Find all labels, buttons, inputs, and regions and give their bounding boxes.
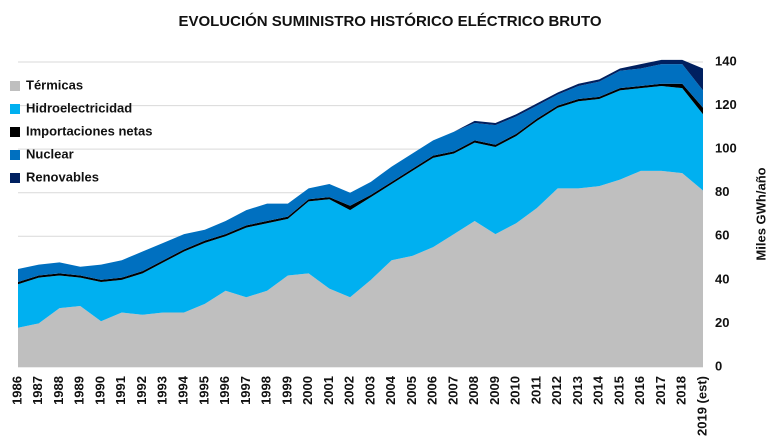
x-tick-label: 1992: [134, 376, 149, 405]
x-tick-label: 2012: [549, 376, 564, 405]
legend-label: Importaciones netas: [26, 123, 152, 138]
area: [18, 64, 703, 283]
legend-label: Renovables: [26, 169, 99, 184]
x-tick-label: 2017: [653, 376, 668, 405]
legend-swatch: [10, 81, 20, 91]
x-tick-label: 1998: [259, 376, 274, 405]
x-tick-label: 1996: [217, 376, 232, 405]
x-tick-label: 2005: [404, 376, 419, 405]
y-tick-label: 140: [715, 53, 737, 68]
legend-swatch: [10, 104, 20, 114]
x-tick-label: 2009: [487, 376, 502, 405]
x-tick-label: 1993: [155, 376, 170, 405]
x-tick-label: 2019 (est): [694, 376, 709, 436]
x-tick-label: 1995: [196, 376, 211, 405]
y-tick-label: 80: [715, 184, 729, 199]
x-tick-label: 1990: [92, 376, 107, 405]
x-tick-label: 2018: [674, 376, 689, 405]
legend-label: Hidroelectricidad: [26, 100, 132, 115]
y-axis-label: Miles GWh/año: [753, 167, 768, 260]
x-tick-label: 2000: [300, 376, 315, 405]
y-tick-label: 40: [715, 271, 729, 286]
x-tick-label: 2002: [342, 376, 357, 405]
legend-swatch: [10, 173, 20, 183]
x-tick-label: 2007: [445, 376, 460, 405]
x-tick-label: 2016: [632, 376, 647, 405]
x-tick-label: 2015: [611, 376, 626, 405]
x-tick-label: 2004: [383, 375, 398, 405]
legend-label: Térmicas: [26, 77, 83, 92]
y-tick-label: 120: [715, 97, 737, 112]
x-tick-label: 1988: [51, 376, 66, 405]
x-tick-label: 2008: [466, 376, 481, 405]
x-tick-label: 1999: [279, 376, 294, 405]
x-tick-label: 1991: [113, 376, 128, 405]
chart-title: EVOLUCIÓN SUMINISTRO HISTÓRICO ELÉCTRICO…: [178, 12, 601, 30]
x-tick-label: 2001: [321, 376, 336, 405]
x-tick-label: 2006: [425, 376, 440, 405]
x-tick-label: 2011: [528, 376, 543, 404]
x-tick-label: 2010: [508, 376, 523, 405]
x-tick-label: 2014: [591, 375, 606, 405]
y-tick-label: 100: [715, 141, 737, 156]
area: [18, 170, 703, 367]
x-tick-label: 1994: [175, 375, 190, 405]
legend-swatch: [10, 127, 20, 137]
legend-label: Nuclear: [26, 146, 74, 161]
x-tick-label: 2003: [362, 376, 377, 405]
area: [18, 85, 703, 328]
y-tick-label: 0: [715, 358, 722, 373]
y-tick-label: 60: [715, 228, 729, 243]
x-tick-label: 1987: [30, 376, 45, 405]
x-tick-label: 2013: [570, 376, 585, 405]
y-tick-label: 20: [715, 315, 729, 330]
legend-swatch: [10, 150, 20, 160]
x-tick-label: 1986: [9, 376, 24, 405]
x-tick-label: 1989: [72, 376, 87, 405]
x-tick-label: 1997: [238, 376, 253, 405]
